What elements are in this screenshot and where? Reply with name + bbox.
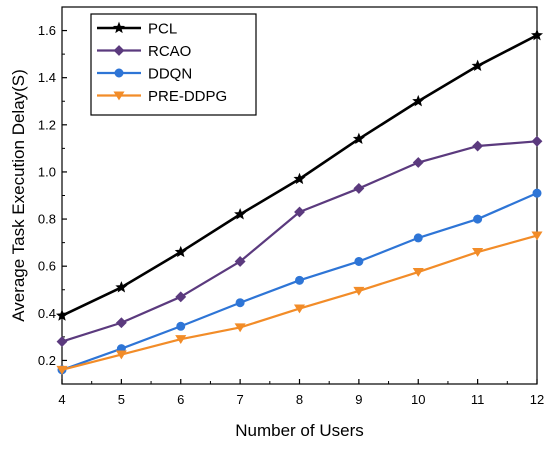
- legend: PCL RCAO DDQN PRE-DDPG: [90, 13, 257, 116]
- legend-marker-pcl: [112, 21, 126, 34]
- y-tick-label: 0.2: [38, 353, 56, 368]
- y-tick-label: 0.8: [38, 212, 56, 227]
- x-tick-label: 12: [530, 392, 544, 407]
- data-point-pcl: [530, 28, 544, 41]
- data-point-pre-ddpg: [412, 268, 424, 277]
- x-tick-label: 10: [411, 392, 425, 407]
- x-tick-label: 6: [177, 392, 184, 407]
- data-point-pcl: [471, 59, 484, 72]
- data-point-pre-ddpg: [353, 286, 365, 296]
- data-point-pre-ddpg: [175, 335, 187, 345]
- x-tick-label: 9: [355, 392, 362, 407]
- data-point-pcl: [293, 172, 306, 185]
- series-rcao: [56, 135, 543, 348]
- data-point-rcao: [294, 206, 305, 218]
- data-point-rcao: [353, 183, 365, 194]
- data-point-rcao: [472, 140, 484, 152]
- y-tick-label: 1.6: [38, 23, 56, 38]
- y-tick-label: 0.4: [38, 306, 56, 321]
- legend-marker-pre-ddpg: [113, 91, 125, 101]
- data-point-pre-ddpg: [56, 365, 68, 375]
- y-tick-label: 1.2: [38, 117, 56, 132]
- series-pre-ddpg: [56, 231, 543, 375]
- series-line-pre-ddpg: [61, 234, 538, 371]
- data-point-pre-ddpg: [293, 304, 306, 314]
- data-point-ddqn: [413, 233, 423, 243]
- legend-marker-rcao: [113, 45, 125, 56]
- legend-marker-ddqn: [114, 68, 124, 78]
- data-point-rcao: [412, 157, 424, 168]
- data-point-ddqn: [235, 298, 245, 308]
- series-layer: [55, 28, 544, 375]
- data-point-pcl: [55, 309, 69, 321]
- legend-label-pre-ddpg: PRE-DDPG: [148, 88, 227, 105]
- x-tick-label: 4: [58, 392, 65, 407]
- data-point-rcao: [531, 135, 543, 147]
- series-pcl: [55, 28, 544, 321]
- data-point-pcl: [115, 281, 128, 293]
- data-point-ddqn: [473, 214, 483, 224]
- legend-label-ddqn: DDQN: [148, 66, 192, 83]
- data-point-pre-ddpg: [472, 248, 484, 257]
- data-point-pcl: [352, 132, 365, 145]
- legend-label-rcao: RCAO: [148, 43, 191, 60]
- data-point-pcl: [234, 208, 247, 220]
- y-tick-label: 0.6: [38, 259, 56, 274]
- legend-label-pcl: PCL: [148, 21, 177, 38]
- data-point-pcl: [174, 245, 187, 258]
- data-point-ddqn: [294, 275, 304, 285]
- x-tick-label: 8: [296, 392, 303, 407]
- data-point-pre-ddpg: [234, 323, 246, 333]
- data-point-pre-ddpg: [531, 231, 543, 241]
- x-axis-title: Number of Users: [235, 421, 363, 440]
- data-point-ddqn: [532, 188, 542, 198]
- axis-ticks: 0.2 0.4 0.6 0.8 1.0 1.2 1.4 1.6 4 5 6 7 8 9 10 11 12: [38, 6, 544, 407]
- x-tick-label: 7: [237, 392, 244, 407]
- data-point-rcao: [234, 256, 246, 267]
- data-point-pcl: [412, 94, 425, 107]
- data-point-ddqn: [176, 321, 186, 331]
- data-point-ddqn: [354, 256, 364, 266]
- y-tick-label: 1.0: [38, 164, 56, 179]
- data-point-rcao: [56, 336, 68, 348]
- data-point-pre-ddpg: [115, 350, 127, 360]
- y-axis-title: Average Task Execution Delay(S): [9, 69, 28, 322]
- x-tick-label: 5: [118, 392, 125, 407]
- data-point-rcao: [175, 291, 187, 303]
- y-tick-label: 1.4: [38, 70, 56, 85]
- data-point-rcao: [115, 317, 127, 329]
- x-tick-label: 11: [471, 392, 485, 407]
